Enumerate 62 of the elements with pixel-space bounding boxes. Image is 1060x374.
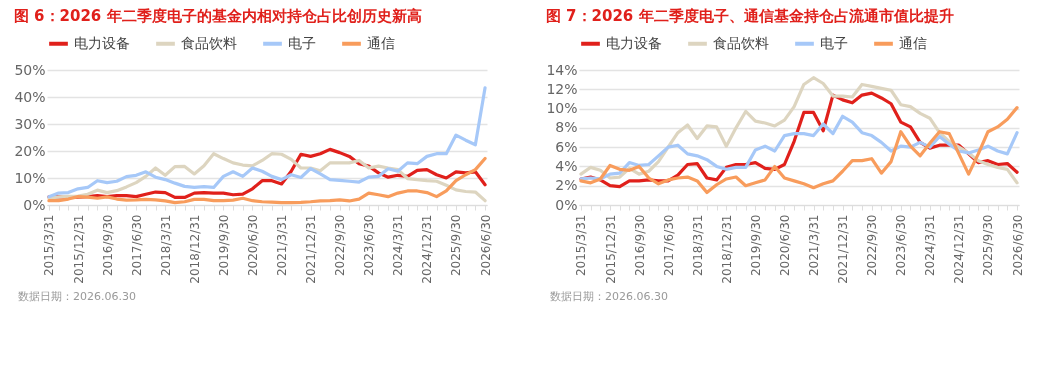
y-tick-label: 50% xyxy=(14,61,46,78)
x-tick-label: 2021/3/31 xyxy=(807,214,822,277)
legend-label: 食品饮料 xyxy=(713,34,769,51)
x-tick-label: 2016/9/30 xyxy=(632,214,647,277)
x-tick-label: 2016/9/30 xyxy=(100,214,115,277)
x-tick-label: 2023/6/30 xyxy=(894,214,909,277)
text: 数据日期：2026.06.30 xyxy=(550,289,669,304)
x-tick-label: 2018/12/31 xyxy=(719,214,734,284)
y-tick-label: 0% xyxy=(555,196,578,213)
x-tick-label: 2021/3/31 xyxy=(275,214,290,277)
chart-title: 图 6：2026 年二季度电子的基金内相对持仓占比创历史新高 xyxy=(13,7,422,25)
x-tick-label: 2024/3/31 xyxy=(391,214,406,277)
x-tick-label: 2024/12/31 xyxy=(420,214,435,284)
x-tick-label: 2026/6/30 xyxy=(1010,214,1025,277)
x-tick-label: 2018/3/31 xyxy=(158,214,173,277)
x-tick-label: 2025/9/30 xyxy=(981,214,996,277)
x-tick-label: 2024/12/31 xyxy=(952,214,967,284)
y-tick-label: 20% xyxy=(14,142,46,159)
y-tick-label: 40% xyxy=(14,88,46,105)
legend-label: 电子 xyxy=(820,34,848,51)
line-series xyxy=(579,114,1019,181)
legend-label: 电子 xyxy=(288,34,316,51)
y-tick-label: 10% xyxy=(546,100,578,117)
y-tick-label: 2% xyxy=(555,177,578,194)
y-tick-label: 0% xyxy=(23,196,46,213)
y-tick-label: 12% xyxy=(546,80,578,97)
line-series xyxy=(579,76,1019,185)
x-tick-label: 2018/12/31 xyxy=(187,214,202,284)
x-tick-label: 2017/6/30 xyxy=(129,214,144,277)
legend-label: 电力设备 xyxy=(606,34,662,51)
x-tick-label: 2020/6/30 xyxy=(777,214,792,277)
legend-label: 通信 xyxy=(367,34,395,51)
x-tick-label: 2023/6/30 xyxy=(362,214,377,277)
x-tick-label: 2019/9/30 xyxy=(748,214,763,277)
x-tick-label: 2022/9/30 xyxy=(333,214,348,277)
y-tick-label: 6% xyxy=(555,138,578,155)
legend-label: 食品饮料 xyxy=(181,34,237,51)
x-tick-label: 2015/3/31 xyxy=(42,214,57,277)
x-tick-label: 2019/9/30 xyxy=(216,214,231,277)
chart-title: 图 7：2026 年二季度电子、通信基金持仓占流通市值比提升 xyxy=(545,7,954,25)
x-tick-label: 2025/9/30 xyxy=(449,214,464,277)
x-tick-label: 2021/12/31 xyxy=(836,214,851,284)
x-tick-label: 2020/6/30 xyxy=(245,214,260,277)
x-tick-label: 2015/12/31 xyxy=(603,214,618,284)
line-series xyxy=(47,86,487,199)
x-tick-label: 2015/3/31 xyxy=(574,214,589,277)
y-tick-label: 4% xyxy=(555,157,578,174)
y-tick-label: 14% xyxy=(546,61,578,78)
line-series xyxy=(579,106,1019,195)
legend-label: 电力设备 xyxy=(74,34,130,51)
x-tick-label: 2024/3/31 xyxy=(923,214,938,277)
x-tick-label: 2022/9/30 xyxy=(865,214,880,277)
x-tick-label: 2017/6/30 xyxy=(661,214,676,277)
y-tick-label: 30% xyxy=(14,115,46,132)
y-tick-label: 10% xyxy=(14,169,46,186)
y-tick-label: 8% xyxy=(555,119,578,136)
x-tick-label: 2021/12/31 xyxy=(304,214,319,284)
x-tick-label: 2015/12/31 xyxy=(71,214,86,284)
x-tick-label: 2026/6/30 xyxy=(478,214,493,277)
x-tick-label: 2018/3/31 xyxy=(690,214,705,277)
legend-label: 通信 xyxy=(899,34,927,51)
text: 数据日期：2026.06.30 xyxy=(18,289,137,304)
